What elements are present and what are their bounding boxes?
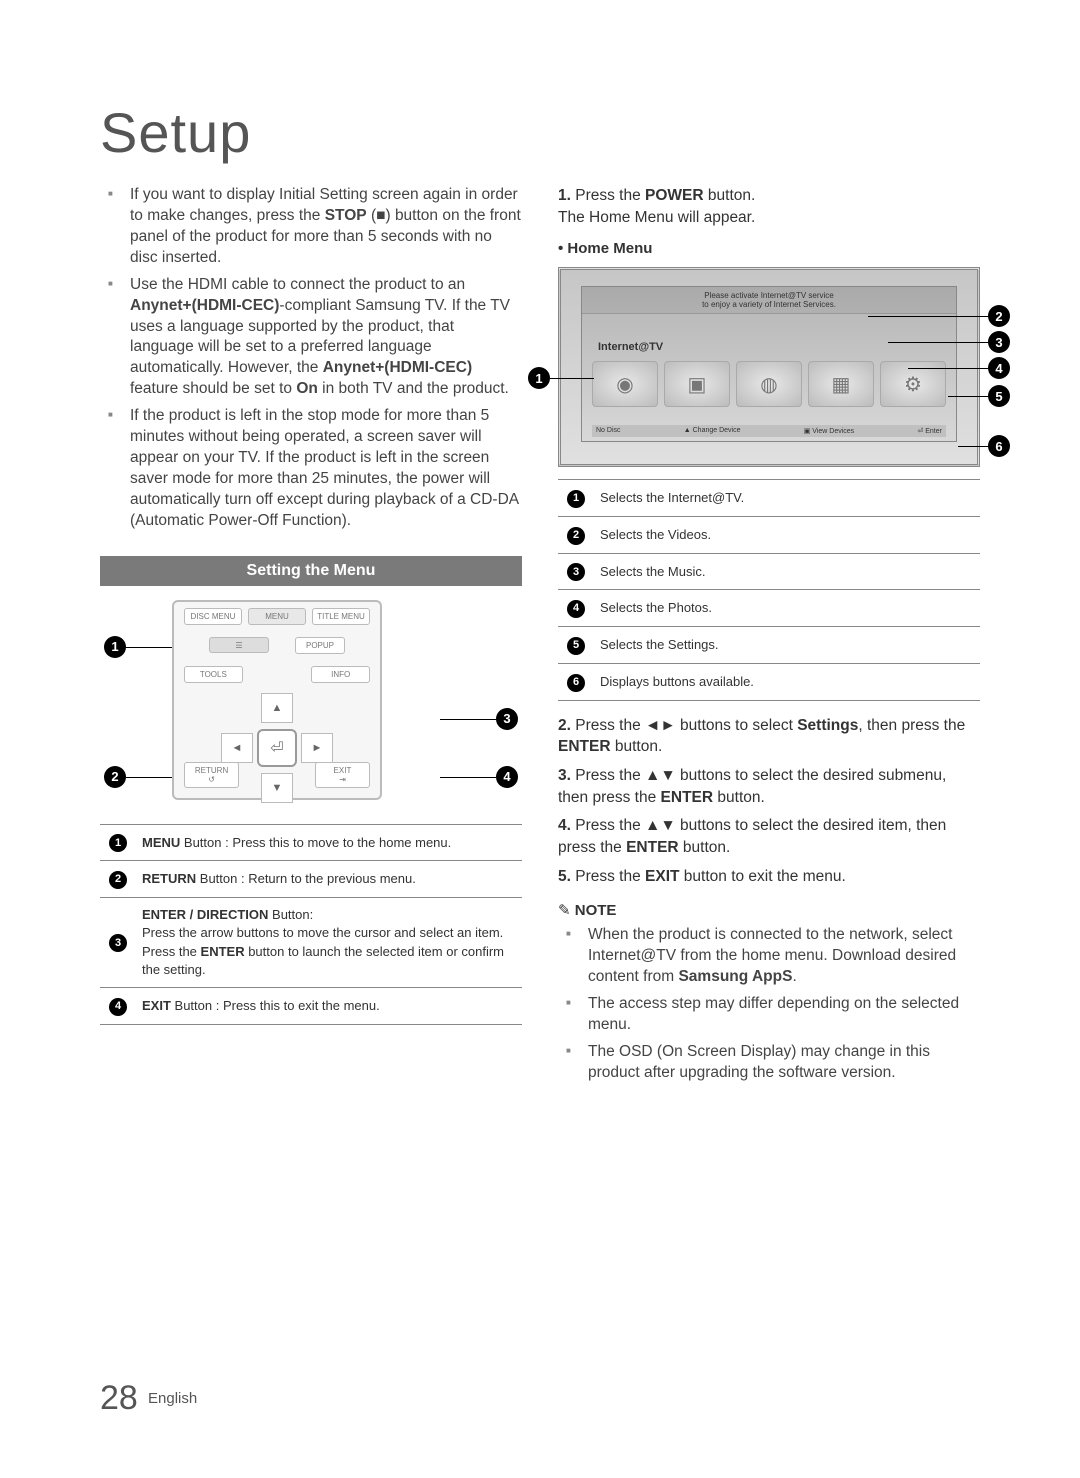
callout-3: 3	[496, 708, 518, 730]
left-column: If you want to display Initial Setting s…	[100, 185, 522, 1090]
table-row: 1MENU Button : Press this to move to the…	[100, 824, 522, 861]
tv-callout-6: 6	[988, 435, 1010, 457]
steps-list-bottom: 2. Press the ◄► buttons to select Settin…	[558, 715, 980, 888]
intro-bullets: If you want to display Initial Setting s…	[100, 185, 522, 532]
tv-icon-internet: ◉	[592, 361, 658, 407]
table-row: 1Selects the Internet@TV.	[558, 480, 980, 517]
remote-btn: MENU	[248, 608, 306, 625]
tv-label: Internet@TV	[598, 341, 663, 353]
tv-diagram-wrap: Please activate Internet@TV serviceto en…	[558, 267, 980, 467]
bullet-item: If you want to display Initial Setting s…	[130, 185, 522, 269]
bullet-item: If the product is left in the stop mode …	[130, 406, 522, 532]
section-bar-setting-menu: Setting the Menu	[100, 556, 522, 586]
remote-btn: TITLE MENU	[312, 608, 370, 625]
table-row: 3Selects the Music.	[558, 553, 980, 590]
table-row: 4EXIT Button : Press this to exit the me…	[100, 987, 522, 1024]
step-item: 2. Press the ◄► buttons to select Settin…	[558, 715, 980, 758]
remote-btn: TOOLS	[184, 666, 243, 683]
step-item: 4. Press the ▲▼ buttons to select the de…	[558, 815, 980, 858]
bullet-item: When the product is connected to the net…	[588, 925, 980, 988]
tv-callout-2: 2	[988, 305, 1010, 327]
remote-btn: INFO	[311, 666, 370, 683]
tv-icon-music: ◍	[736, 361, 802, 407]
home-menu-heading: Home Menu	[558, 240, 980, 257]
remote-legend-table: 1MENU Button : Press this to move to the…	[100, 824, 522, 1025]
tv-callout-1: 1	[528, 367, 550, 389]
note-bullets: When the product is connected to the net…	[558, 925, 980, 1083]
num-circle: 1	[109, 834, 127, 852]
remote-menu-indicator: ☰	[209, 637, 269, 653]
table-row: 5Selects the Settings.	[558, 627, 980, 664]
tv-icon-photos: ▦	[808, 361, 874, 407]
tv-icons-row: ◉ ▣ ◍ ▦ ⚙	[592, 361, 946, 407]
tv-footer-bar: No Disc ▲ Change Device ▣ View Devices ⏎…	[592, 425, 946, 437]
tv-frame: Please activate Internet@TV serviceto en…	[558, 267, 980, 467]
steps-list-top: 1. Press the POWER button.The Home Menu …	[558, 185, 980, 228]
bullet-item: The OSD (On Screen Display) may change i…	[588, 1042, 980, 1084]
num-circle: 3	[109, 934, 127, 952]
table-row: 4Selects the Photos.	[558, 590, 980, 627]
remote-btn: RETURN↺	[184, 762, 239, 788]
callout-1: 1	[104, 636, 126, 658]
step-item: 1. Press the POWER button.The Home Menu …	[558, 185, 980, 228]
bullet-item: The access step may differ depending on …	[588, 994, 980, 1036]
tv-banner: Please activate Internet@TV serviceto en…	[582, 287, 956, 314]
tv-callout-3: 3	[988, 331, 1010, 353]
tv-callout-4: 4	[988, 357, 1010, 379]
home-menu-legend-table: 1Selects the Internet@TV. 2Selects the V…	[558, 479, 980, 700]
page-footer: 28 English	[100, 1379, 197, 1418]
bullet-item: Use the HDMI cable to connect the produc…	[130, 275, 522, 401]
remote-diagram: DISC MENU MENU TITLE MENU ☰ POPUP TOOLS …	[100, 600, 522, 810]
step-item: 5. Press the EXIT button to exit the men…	[558, 866, 980, 888]
tv-icon-videos: ▣	[664, 361, 730, 407]
num-circle: 2	[109, 871, 127, 889]
remote-btn: EXIT⇥	[315, 762, 370, 788]
table-row: 3ENTER / DIRECTION Button:Press the arro…	[100, 898, 522, 988]
remote-btn: POPUP	[295, 637, 345, 654]
page-number: 28	[100, 1379, 138, 1417]
table-row: 6Displays buttons available.	[558, 663, 980, 700]
remote-btn: DISC MENU	[184, 608, 242, 625]
page-title: Setup	[100, 100, 980, 165]
table-row: 2RETURN Button : Return to the previous …	[100, 861, 522, 898]
tv-callout-5: 5	[988, 385, 1010, 407]
note-heading: NOTE	[558, 901, 980, 919]
callout-2: 2	[104, 766, 126, 788]
num-circle: 4	[109, 998, 127, 1016]
page-language: English	[148, 1390, 197, 1407]
right-column: 1. Press the POWER button.The Home Menu …	[558, 185, 980, 1090]
callout-4: 4	[496, 766, 518, 788]
step-item: 3. Press the ▲▼ buttons to select the de…	[558, 765, 980, 808]
table-row: 2Selects the Videos.	[558, 517, 980, 554]
